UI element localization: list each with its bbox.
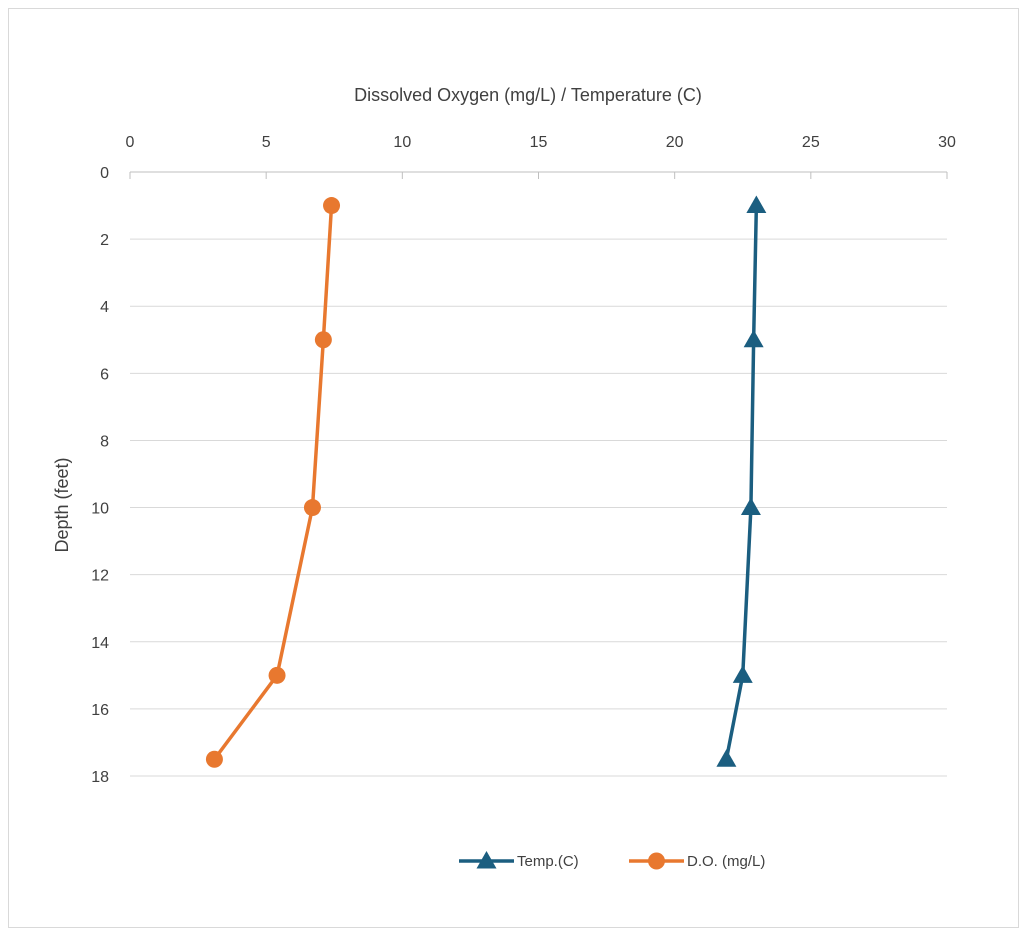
data-point <box>743 329 764 348</box>
legend-swatch-marker <box>476 851 497 869</box>
data-point <box>732 665 753 683</box>
y-tick-label: 2 <box>100 232 109 249</box>
data-point <box>740 497 761 516</box>
y-tick-label: 6 <box>100 366 109 383</box>
y-tick-label: 12 <box>91 568 109 585</box>
axes: 0 2 4 6 8 10 12 14 16 18 0 5 10 15 20 25 30 <box>91 134 956 786</box>
data-point <box>716 749 737 767</box>
legend: Temp.(C) D.O. (mg/L) <box>459 851 765 870</box>
x-tick-label: 15 <box>530 134 548 151</box>
legend-label: D.O. (mg/L) <box>687 853 765 870</box>
x-tick-label: 20 <box>666 134 684 151</box>
series-layer <box>205 195 767 768</box>
x-tick-label: 5 <box>262 134 271 151</box>
y-tick-label: 16 <box>91 702 109 719</box>
x-tick-label: 25 <box>802 134 820 151</box>
y-axis-title: Depth (feet) <box>52 457 72 552</box>
data-point <box>314 331 332 349</box>
legend-swatch-marker <box>648 852 665 870</box>
data-point <box>268 666 286 684</box>
y-tick-label: 10 <box>91 501 109 518</box>
x-tick-label: 0 <box>126 134 135 151</box>
legend-label: Temp.(C) <box>517 853 579 870</box>
data-point <box>746 195 767 214</box>
legend-item: D.O. (mg/L) <box>629 852 765 870</box>
data-point <box>205 750 223 768</box>
gridlines <box>130 238 947 777</box>
chart-area <box>8 8 1019 928</box>
legend-item: Temp.(C) <box>459 851 579 870</box>
x-tick-label: 30 <box>938 134 956 151</box>
data-point <box>303 499 321 517</box>
x-tick-label: 10 <box>393 134 411 151</box>
y-tick-label: 0 <box>100 165 109 182</box>
y-tick-label: 4 <box>100 299 109 316</box>
series-do <box>205 197 341 768</box>
y-tick-label: 14 <box>91 635 109 652</box>
y-tick-label: 18 <box>91 769 109 786</box>
x-axis-title: Dissolved Oxygen (mg/L) / Temperature (C… <box>354 85 702 105</box>
y-tick-label: 8 <box>100 433 109 450</box>
series-temp <box>716 195 767 767</box>
data-point <box>323 197 341 215</box>
